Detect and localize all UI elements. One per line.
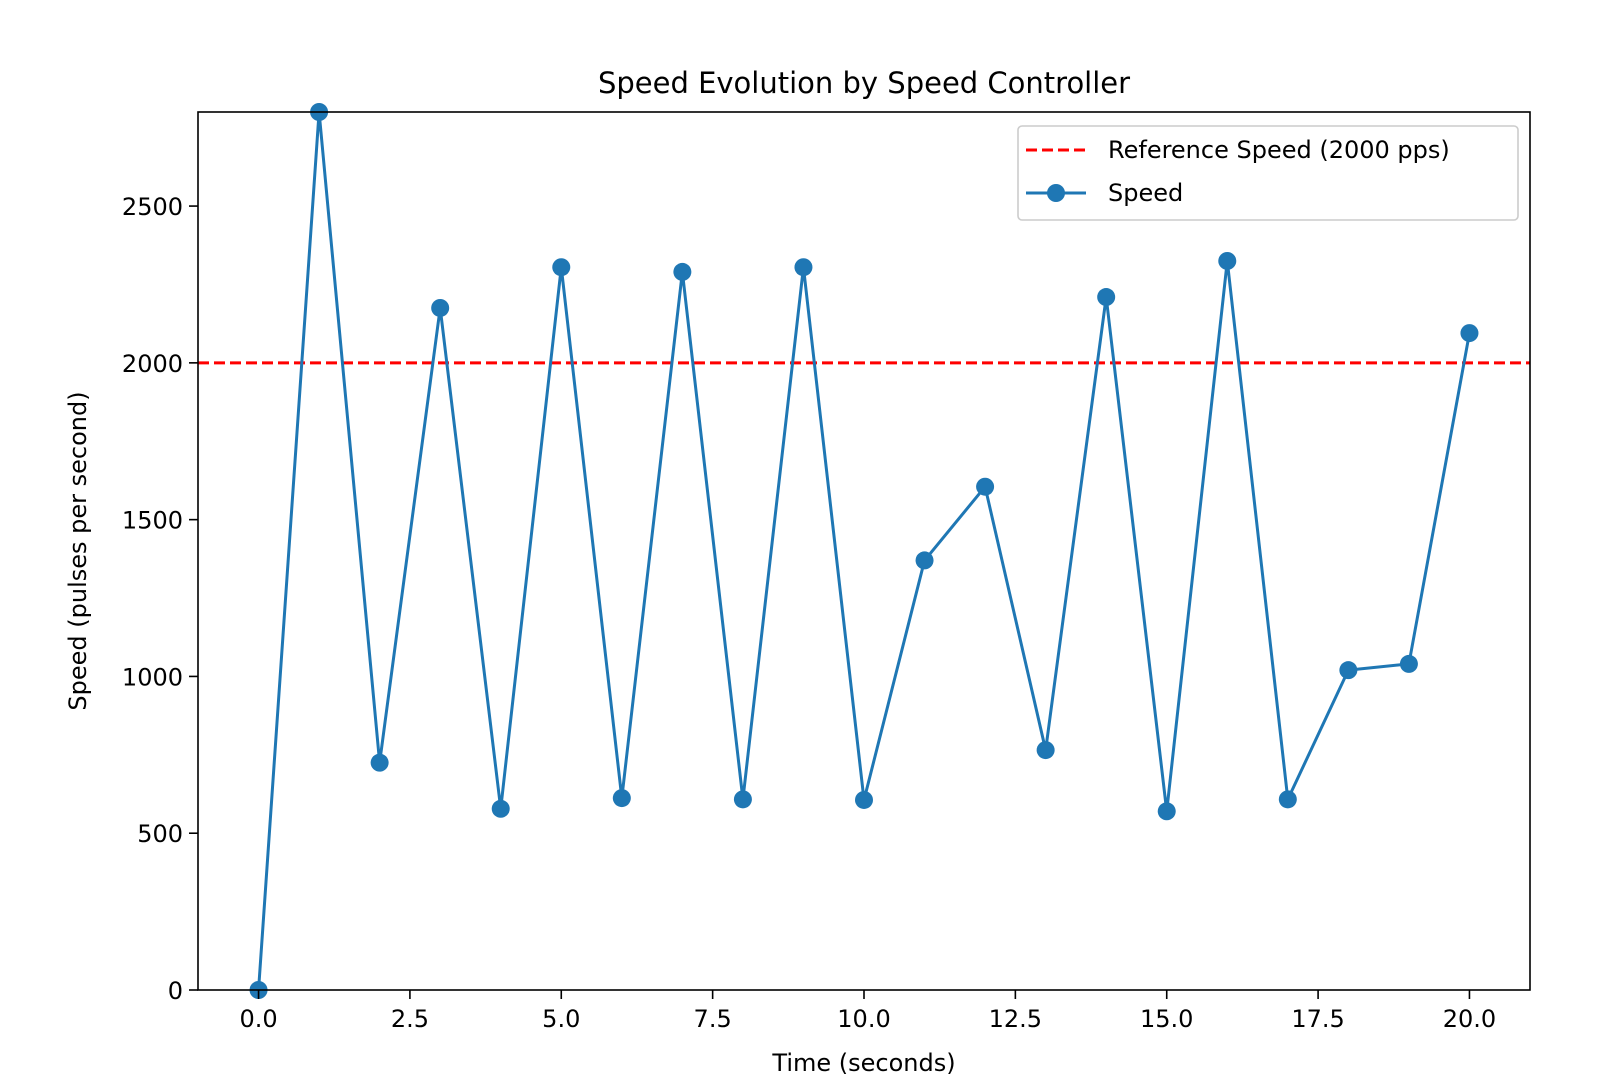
chart-title: Speed Evolution by Speed Controller [598,66,1130,100]
speed-data-point [370,753,389,772]
legend-series-marker [1047,184,1065,202]
speed-data-point [1460,324,1479,343]
speed-data-point [855,790,873,809]
y-tick-label: 1000 [122,663,183,691]
speed-data-point [976,477,995,496]
x-tick-label: 0.0 [239,1005,277,1033]
speed-data-point [673,262,692,281]
y-axis-title: Speed (pulses per second) [64,391,92,710]
x-tick-label: 17.5 [1291,1005,1344,1033]
y-axis: 0 500 1000 1500 2000 2500 [122,193,198,1005]
y-tick-label: 0 [168,977,183,1005]
speed-data-point [1278,790,1297,809]
y-tick-label: 500 [137,820,183,848]
speed-data-point [491,799,510,818]
speed-data-point [1399,654,1418,673]
x-tick-label: 15.0 [1140,1005,1193,1033]
y-tick-label: 2000 [122,350,183,378]
x-tick-label: 20.0 [1443,1005,1496,1033]
speed-data-point [733,790,752,809]
speed-data-point [1036,741,1055,760]
x-tick-label: 5.0 [542,1005,580,1033]
series-layer [249,103,1479,999]
speed-data-point [552,258,571,277]
x-tick-label: 12.5 [989,1005,1042,1033]
x-tick-label: 10.0 [837,1005,890,1033]
legend: Reference Speed (2000 pps) Speed [1017,125,1519,221]
legend-box [1017,125,1519,221]
speed-data-point [431,298,450,317]
x-axis: 0.0 2.5 5.0 7.5 10.0 12.5 15.0 17.5 20.0 [239,990,1496,1033]
speed-data-point [1218,251,1237,270]
x-axis-title: Time (seconds) [771,1049,955,1077]
legend-series-label: Speed [1108,179,1183,207]
legend-reference-label: Reference Speed (2000 pps) [1108,136,1450,164]
speed-data-point [915,551,934,570]
x-tick-label: 7.5 [694,1005,732,1033]
x-tick-label: 2.5 [391,1005,429,1033]
speed-data-point [1097,288,1116,307]
y-tick-label: 2500 [122,193,183,221]
speed-data-point [1339,661,1358,680]
speed-data-point [794,258,813,277]
speed-data-point [1157,802,1176,821]
y-tick-label: 1500 [122,507,183,535]
speed-data-point [612,789,631,808]
